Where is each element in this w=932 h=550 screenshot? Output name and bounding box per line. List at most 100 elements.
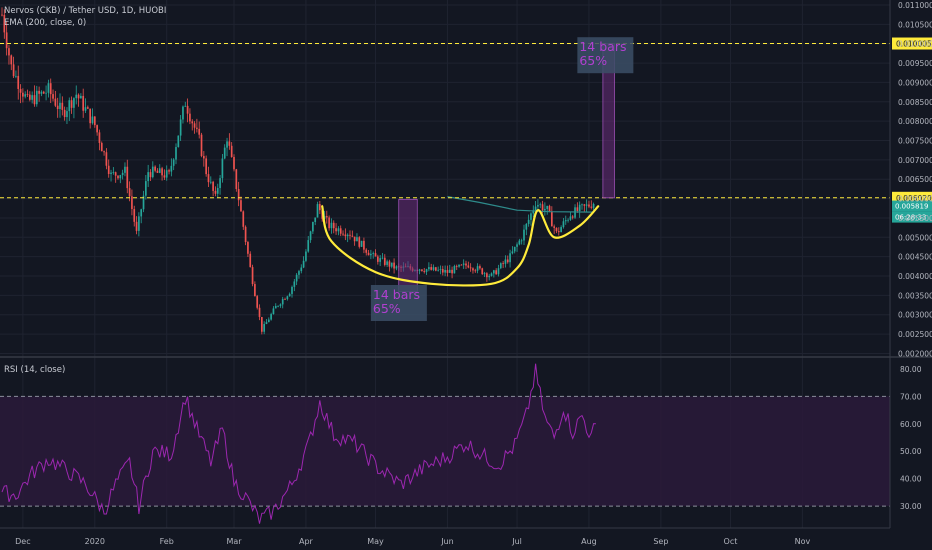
candle-body [513, 246, 516, 252]
candle-body [520, 240, 523, 242]
candle-body [300, 267, 303, 272]
candle-body [390, 262, 393, 267]
candle-body [33, 95, 36, 105]
time-tick-label: May [367, 537, 384, 546]
candle-body [91, 116, 94, 124]
candle-body [423, 270, 426, 272]
level-price-tag [892, 37, 932, 50]
candle-body [386, 261, 388, 265]
candle-body [553, 226, 556, 228]
candle-body [342, 233, 344, 235]
candle-body [196, 127, 198, 129]
candle-body [272, 308, 275, 315]
time-tick-label: Aug [581, 537, 597, 546]
candle-body [448, 269, 451, 273]
candle-body [564, 220, 567, 222]
cup-and-handle-curve[interactable] [321, 205, 600, 287]
candle-body [525, 223, 528, 230]
candle-body [244, 226, 247, 243]
candle-body [237, 189, 240, 201]
candle-body [337, 228, 340, 232]
candle-body [381, 257, 384, 259]
rsi-line [1, 363, 596, 524]
candle-body [539, 204, 542, 206]
candle-body [455, 266, 458, 267]
candle-body [223, 147, 226, 159]
candle-body [288, 293, 291, 297]
candle-body [469, 267, 472, 269]
candle-body [63, 109, 66, 118]
candle-body [356, 237, 358, 242]
current-price-label: 0.005819 [895, 203, 928, 211]
candle-body [73, 98, 75, 108]
price-tick-label: 0.007000 [898, 156, 932, 165]
candle-body [506, 259, 509, 263]
candle-body [346, 234, 349, 237]
candle-body [163, 175, 166, 178]
candle-body [77, 94, 80, 99]
candle-body [207, 174, 210, 183]
candle-body [490, 273, 493, 276]
time-axis[interactable]: Dec 2020 Feb Mar Apr May Jun Jul Aug Sep Oct Nov [15, 537, 810, 546]
candle-body [360, 240, 363, 247]
candle-body [8, 48, 10, 56]
candle-body [516, 244, 518, 247]
price-axis[interactable]: 0.011000 0.010500 0.010000 0.009500 0.009000… [898, 1, 932, 358]
candle-body [61, 102, 64, 110]
pane-separators [0, 0, 932, 529]
symbol-title[interactable]: Nervos (CKB) / Tether USD, 1D, HUOBI [4, 6, 167, 16]
candle-body [12, 64, 15, 77]
price-tick-label: 0.004500 [898, 253, 932, 262]
candle-body [453, 266, 456, 274]
candle-body [592, 203, 595, 208]
candle-body [42, 91, 45, 94]
price-tick-label: 0.009500 [898, 59, 932, 68]
candle-body [70, 100, 73, 108]
rsi-tick-label: 40.00 [900, 475, 922, 484]
candle-body [184, 105, 187, 107]
candle-body [588, 204, 590, 207]
candle-body [460, 264, 463, 266]
candle-body [530, 213, 532, 220]
price-tick-label: 0.004000 [898, 272, 932, 281]
candle-body [1, 14, 3, 16]
candle-body [161, 168, 163, 176]
price-tick-label: 0.009000 [898, 78, 932, 87]
candle-body [258, 307, 261, 317]
price-tick-label: 0.003500 [898, 291, 932, 300]
time-tick-label: Sep [653, 537, 668, 546]
candle-body [82, 95, 85, 111]
candle-body [277, 305, 279, 307]
measure-label-box [370, 284, 427, 321]
candle-body [103, 151, 105, 153]
candle-body [54, 98, 57, 106]
candle-body [358, 237, 361, 247]
candle-body [133, 209, 136, 222]
measure-range-box [398, 198, 418, 292]
price-tick-label: 0.008500 [898, 98, 932, 107]
candle-body [45, 92, 47, 94]
candle-body [170, 165, 173, 172]
candle-body [499, 263, 502, 269]
ema-legend[interactable]: EMA (200, close, 0) [4, 18, 87, 28]
rsi-tick-label: 60.00 [900, 420, 922, 429]
candle-body [128, 188, 131, 197]
candle-body [395, 266, 398, 269]
candle-body [179, 119, 182, 136]
candle-body [286, 296, 289, 300]
rsi-title[interactable]: RSI (14, close) [4, 365, 66, 375]
price-tick-label: 0.005000 [898, 233, 932, 242]
candle-body [249, 253, 252, 268]
candle-body [279, 304, 282, 306]
candle-body [458, 264, 460, 267]
candle-body [68, 100, 71, 112]
candle-body [590, 206, 593, 208]
candle-body [550, 211, 553, 227]
measure-label-text: 14 bars [373, 287, 420, 302]
candle-body [444, 270, 446, 273]
rsi-axis[interactable]: 80.00 70.00 60.00 50.00 40.00 30.00 [900, 365, 922, 511]
candle-body [298, 271, 300, 275]
